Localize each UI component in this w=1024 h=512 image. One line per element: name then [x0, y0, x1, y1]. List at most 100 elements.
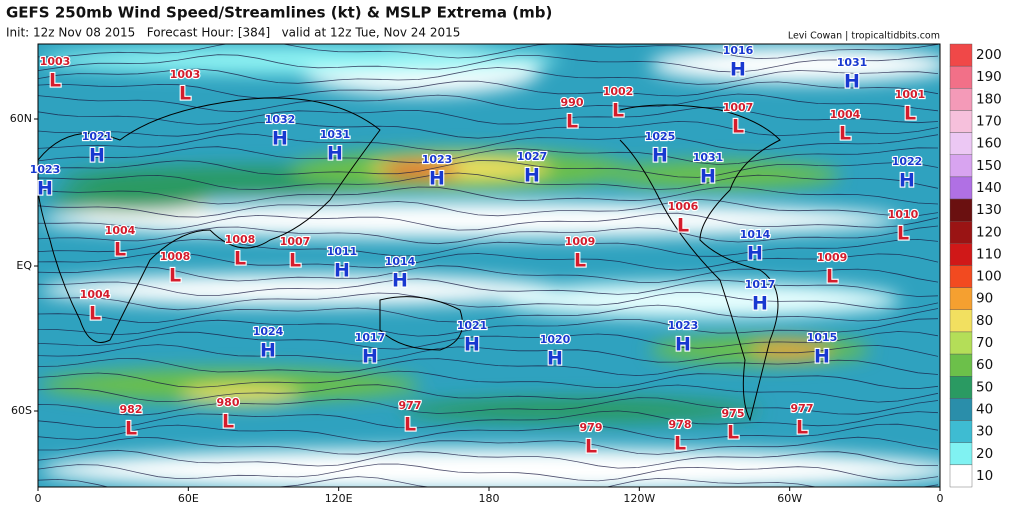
pressure-value: 1016: [723, 44, 754, 57]
colorbar-swatch: [949, 110, 973, 133]
pressure-value: 1008: [160, 250, 191, 263]
pressure-value: 1022: [892, 155, 923, 168]
streamline: [38, 120, 939, 139]
pressure-center: H: [89, 145, 105, 167]
streamline: [38, 172, 939, 190]
streamline: [38, 44, 939, 60]
pressure-center: H: [730, 59, 746, 81]
pressure-center: L: [612, 100, 624, 122]
colorbar-label: 170: [976, 114, 1002, 130]
subtitle: Init: 12z Nov 08 2015 Forecast Hour: [38…: [6, 26, 460, 40]
pressure-value: 1009: [565, 235, 596, 248]
pressure-value: 1004: [80, 288, 111, 301]
lon-label: 180: [479, 492, 500, 505]
streamline: [38, 410, 939, 429]
lat-label: EQ: [16, 259, 32, 272]
pressure-center: H: [429, 168, 445, 190]
pressure-value: 1015: [807, 331, 838, 344]
streamline: [38, 292, 939, 311]
pressure-value: 1006: [668, 200, 699, 213]
lat-label: 60N: [10, 112, 32, 125]
pressure-center: H: [524, 165, 540, 187]
pressure-center: L: [169, 265, 181, 287]
pressure-value: 1002: [603, 85, 634, 98]
pressure-center: H: [899, 170, 915, 192]
pressure-center: H: [844, 71, 860, 93]
colorbar-swatch: [949, 220, 973, 244]
pressure-center: L: [674, 433, 686, 455]
lon-label: 0: [937, 492, 944, 505]
pressure-center: L: [839, 123, 851, 145]
pressure-center: H: [260, 340, 276, 362]
title: GEFS 250mb Wind Speed/Streamlines (kt) &…: [6, 4, 552, 22]
lat-label: 60S: [11, 404, 32, 417]
pressure-center: L: [179, 83, 191, 105]
colorbar-label: 50: [976, 379, 993, 395]
pressure-center: H: [675, 334, 691, 356]
pressure-value: 1014: [385, 255, 416, 268]
streamline: [38, 146, 939, 165]
streamline: [38, 278, 939, 297]
pressure-value: 1023: [30, 163, 61, 176]
pressure-center: L: [796, 417, 808, 439]
pressure-value: 1014: [740, 228, 771, 241]
colorbar-swatch: [949, 88, 973, 111]
credit: Levi Cowan | tropicaltidbits.com: [788, 31, 940, 42]
streamline: [38, 423, 939, 443]
colorbar-label: 160: [976, 136, 1002, 152]
pressure-center: L: [732, 116, 744, 138]
lon-label: 120E: [325, 492, 353, 505]
pressure-center: L: [727, 422, 739, 444]
pressure-center: L: [897, 223, 909, 245]
streamline: [38, 54, 939, 73]
colorbar-swatch: [949, 176, 973, 200]
colorbar-swatch: [949, 309, 973, 333]
colorbar-label: 40: [976, 401, 993, 417]
streamline: [38, 198, 939, 218]
pressure-center: H: [752, 293, 768, 315]
colorbar-label: 190: [976, 69, 1002, 85]
pressure-center: H: [272, 128, 288, 150]
pressure-center: L: [114, 239, 126, 261]
pressure-value: 1007: [723, 101, 754, 114]
colorbar-label: 100: [976, 269, 1002, 285]
pressure-center: L: [566, 111, 578, 133]
colorbar-swatch: [949, 398, 973, 421]
streamline: [38, 397, 939, 416]
colorbar-label: 20: [976, 446, 993, 462]
pressure-center: H: [327, 143, 343, 165]
streamline: [38, 331, 939, 350]
pressure-value: 1027: [517, 150, 548, 163]
pressure-center: L: [904, 103, 916, 125]
pressure-value: 1031: [837, 56, 868, 69]
pressure-center: L: [125, 418, 137, 440]
pressure-value: 1023: [668, 319, 699, 332]
colorbar-label: 80: [976, 313, 993, 329]
map: [38, 44, 940, 487]
colorbar-label: 110: [976, 246, 1002, 262]
colorbar-swatch: [949, 464, 973, 488]
pressure-value: 990: [561, 96, 584, 109]
pressure-value: 977: [791, 402, 814, 415]
pressure-value: 1031: [693, 151, 724, 164]
streamline: [38, 358, 939, 377]
streamline: [38, 265, 939, 283]
colorbar-swatch: [949, 243, 973, 266]
streamline: [38, 344, 939, 363]
colorbar-swatch: [949, 132, 973, 155]
streamline: [38, 93, 939, 113]
pressure-center: L: [585, 436, 597, 458]
streamline: [38, 318, 939, 337]
streamline: [38, 67, 939, 85]
pressure-center: H: [700, 166, 716, 188]
pressure-center: H: [652, 145, 668, 167]
pressure-center: L: [677, 215, 689, 237]
colorbar-label: 130: [976, 202, 1002, 218]
colorbar-label: 150: [976, 158, 1002, 174]
pressure-value: 1017: [355, 331, 386, 344]
streamlines: [38, 44, 939, 487]
colorbar-label: 60: [976, 357, 993, 373]
colorbar-swatch: [949, 43, 973, 67]
lon-label: 0: [35, 492, 42, 505]
